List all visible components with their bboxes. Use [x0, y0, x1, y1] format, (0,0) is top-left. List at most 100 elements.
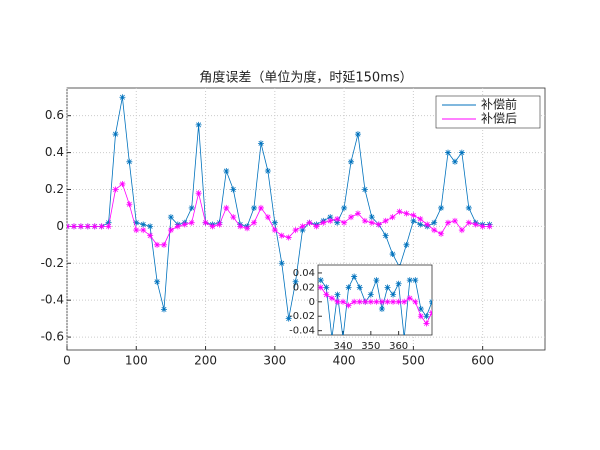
y-tick-label: -0.6	[41, 330, 64, 344]
marker	[382, 232, 389, 239]
marker	[361, 217, 368, 224]
marker	[230, 186, 237, 193]
marker	[188, 204, 195, 211]
marker	[445, 219, 452, 226]
marker	[384, 298, 391, 305]
marker	[431, 227, 438, 234]
marker	[167, 214, 174, 221]
marker	[160, 306, 167, 313]
marker	[378, 298, 385, 305]
marker	[378, 306, 385, 313]
y-tick-label: 0.2	[45, 182, 64, 196]
marker	[345, 284, 352, 291]
marker	[323, 291, 330, 298]
marker	[160, 241, 167, 248]
marker	[465, 219, 472, 226]
marker	[396, 208, 403, 215]
marker	[257, 204, 264, 211]
marker	[216, 221, 223, 228]
marker	[306, 219, 313, 226]
marker	[264, 168, 271, 175]
x-tick-label: 500	[402, 354, 425, 368]
marker	[154, 241, 161, 248]
marker	[126, 158, 133, 165]
marker	[356, 298, 363, 305]
marker	[278, 232, 285, 239]
marker	[412, 298, 419, 305]
marker	[403, 210, 410, 217]
marker	[451, 158, 458, 165]
legend-label: 补偿后	[481, 111, 517, 126]
marker	[119, 94, 126, 101]
marker	[341, 219, 348, 226]
marker	[285, 234, 292, 241]
marker	[181, 221, 188, 228]
marker	[334, 216, 341, 222]
marker	[390, 298, 397, 305]
marker	[417, 313, 424, 320]
marker	[417, 216, 424, 222]
marker	[320, 219, 327, 226]
marker	[382, 217, 389, 224]
y-tick-label: -0.4	[41, 293, 64, 307]
marker	[465, 204, 472, 211]
marker	[133, 227, 140, 234]
legend-label: 补偿前	[481, 97, 517, 112]
marker	[230, 214, 237, 221]
marker	[389, 251, 396, 258]
marker	[348, 158, 355, 165]
marker	[271, 219, 278, 226]
marker	[373, 277, 380, 284]
marker	[395, 298, 402, 305]
marker	[195, 190, 202, 197]
marker	[91, 223, 98, 230]
marker	[133, 219, 140, 226]
marker	[354, 131, 361, 138]
marker	[112, 186, 119, 193]
marker	[292, 227, 299, 234]
marker	[98, 223, 105, 230]
marker	[195, 121, 202, 128]
marker	[223, 204, 230, 211]
marker	[334, 298, 341, 305]
marker	[401, 298, 408, 305]
marker	[251, 219, 258, 226]
marker	[147, 223, 154, 230]
marker	[345, 302, 352, 309]
marker	[410, 217, 417, 224]
marker	[70, 223, 77, 230]
marker	[351, 273, 358, 280]
marker	[367, 291, 374, 298]
marker	[341, 204, 348, 211]
marker	[147, 232, 154, 239]
marker	[299, 223, 306, 230]
marker	[368, 214, 375, 221]
marker	[202, 219, 209, 226]
marker	[251, 204, 258, 211]
marker	[356, 284, 363, 291]
marker	[223, 168, 230, 175]
marker	[472, 221, 479, 228]
marker	[323, 284, 330, 291]
marker	[438, 230, 445, 237]
marker	[354, 210, 361, 217]
marker	[406, 277, 413, 284]
marker	[368, 219, 375, 226]
marker	[389, 214, 396, 221]
marker	[395, 280, 402, 287]
marker	[445, 149, 452, 156]
marker	[424, 221, 431, 228]
y-tick-label: 0	[309, 297, 315, 308]
y-tick-label: -0.02	[289, 311, 315, 322]
marker	[318, 277, 324, 284]
marker	[375, 221, 382, 228]
y-tick-label: 0.6	[45, 108, 64, 122]
y-tick-label: 0.02	[293, 282, 315, 293]
marker	[278, 260, 285, 267]
marker	[417, 221, 424, 228]
marker	[351, 298, 358, 305]
marker	[403, 241, 410, 248]
marker	[328, 295, 335, 302]
marker	[361, 186, 368, 193]
